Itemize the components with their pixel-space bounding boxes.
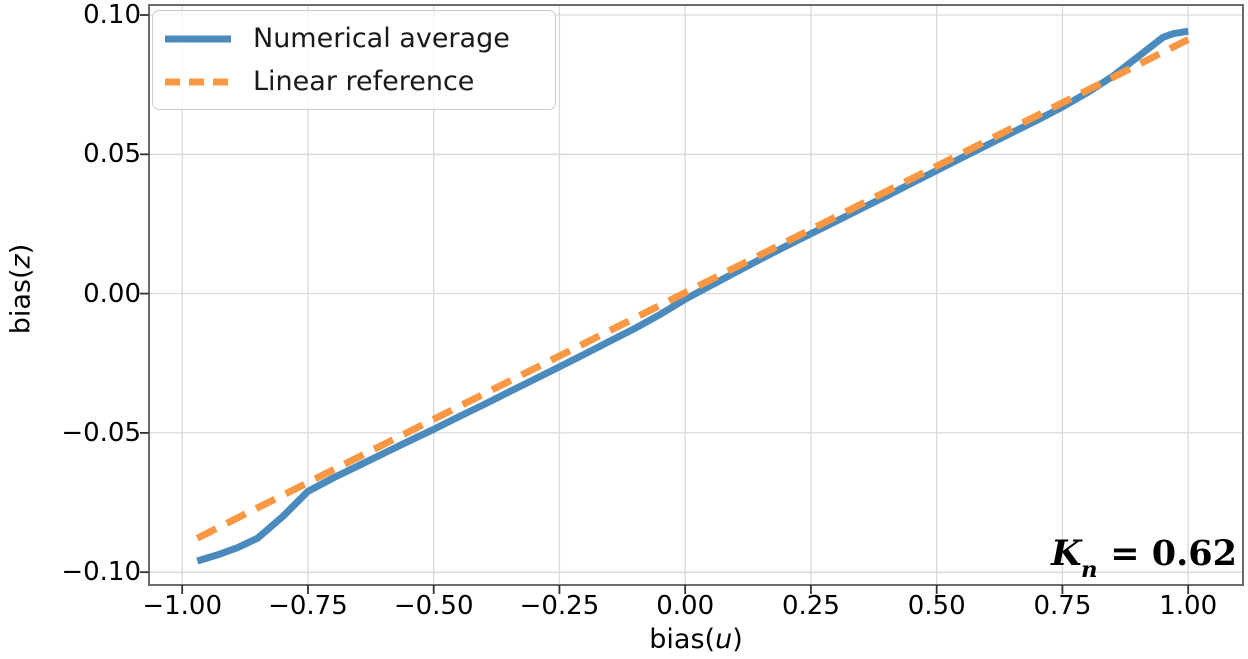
x-tick-label: −1.00	[142, 591, 223, 621]
x-axis-label: bias(u)	[649, 624, 742, 655]
y-axis-label-variable: z	[5, 254, 37, 269]
legend-label: Linear reference	[253, 66, 475, 97]
x-axis-label-suffix: )	[732, 624, 743, 655]
x-axis-label-prefix: bias(	[649, 624, 716, 655]
kn-value: = 0.62	[1098, 533, 1237, 574]
y-tick-label: 0.00	[83, 278, 141, 309]
x-tick-label: 1.00	[1159, 591, 1218, 621]
x-tick-label: −0.50	[393, 591, 474, 621]
y-tick-label: −0.10	[61, 557, 141, 588]
x-tick-label: 0.75	[1033, 591, 1092, 621]
y-axis-label-prefix: bias(	[5, 268, 37, 335]
kn-annotation: Kn = 0.62	[1051, 533, 1237, 581]
y-tick-label: 0.10	[83, 0, 141, 31]
x-tick-label: −0.75	[268, 591, 348, 621]
legend: Numerical average Linear reference	[152, 10, 556, 110]
legend-line-sample	[165, 78, 231, 85]
x-tick-label: 0.25	[781, 591, 840, 621]
axes-spines	[148, 4, 1244, 586]
x-axis-label-variable: u	[715, 624, 733, 655]
series-line-linear-reference	[195, 36, 1190, 542]
y-axis-label: bias(z)	[6, 244, 37, 335]
legend-item: Linear reference	[165, 62, 543, 102]
legend-item: Numerical average	[165, 19, 543, 59]
x-tick-label: 0.00	[656, 591, 715, 621]
kn-subscript: n	[1081, 557, 1098, 584]
x-tick-label: 0.50	[907, 591, 966, 621]
series-line-numerical-average	[196, 27, 1189, 565]
legend-label: Numerical average	[253, 23, 510, 54]
legend-line-sample	[165, 35, 231, 42]
y-axis-label-suffix: )	[5, 243, 37, 255]
y-tick-label: −0.05	[61, 417, 141, 448]
x-tick-label: −0.25	[519, 591, 600, 621]
kn-symbol: K	[1051, 533, 1082, 574]
y-tick-label: 0.05	[83, 139, 141, 170]
